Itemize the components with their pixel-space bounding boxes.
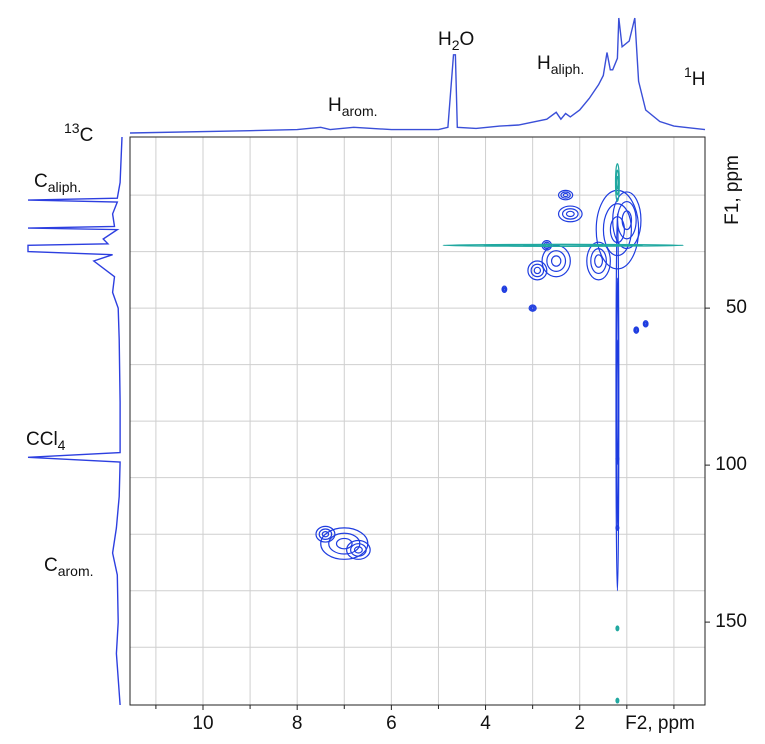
carbon-spectrum	[27, 136, 123, 706]
contour-peak	[529, 305, 536, 311]
contour-peak	[528, 304, 537, 312]
x-tick-label: 6	[386, 713, 397, 734]
contour-peak	[321, 531, 330, 538]
contour-peak	[616, 457, 619, 461]
contour-peak	[546, 250, 567, 272]
contour-peak	[315, 525, 336, 543]
contour-peak	[614, 163, 620, 202]
proton-spectrum	[129, 17, 706, 134]
annotation: 13C	[64, 120, 93, 146]
contour-peak	[616, 339, 619, 466]
x-tick-label: 8	[292, 713, 303, 734]
annotation: Carom.	[44, 555, 94, 579]
contour-peak	[602, 203, 632, 257]
plot-border	[129, 136, 706, 706]
contour-peak	[560, 191, 571, 199]
contour-peak	[527, 260, 548, 281]
contour-peak	[586, 241, 611, 281]
annotation: Caliph.	[34, 171, 81, 195]
contour-peak	[562, 192, 569, 198]
x-tick-label: 4	[480, 713, 491, 734]
annotation: Harom.	[328, 95, 378, 119]
contour-peak	[530, 263, 545, 278]
contour-peak	[634, 327, 639, 333]
contour-peak	[502, 286, 507, 292]
contour-peak	[616, 175, 619, 190]
x-tick-label: 10	[192, 713, 213, 734]
y-axis-label: F1, ppm	[722, 155, 743, 225]
contour-peak	[642, 320, 649, 328]
contour-peak	[543, 241, 551, 250]
annotation: H2O	[438, 29, 474, 53]
y-tick-label: 100	[715, 454, 747, 475]
contour-peak	[616, 626, 619, 630]
contour-peak	[621, 210, 633, 231]
contour-peak	[541, 240, 553, 251]
contour-peak	[590, 247, 607, 275]
contour-peak	[353, 546, 363, 554]
contour-peak	[616, 526, 619, 530]
contour-peak	[530, 306, 535, 310]
contour-peak	[533, 266, 542, 275]
contour-peak	[634, 328, 638, 332]
contour-peak	[643, 321, 648, 327]
contour-peak	[644, 322, 648, 326]
contour-peak	[557, 189, 574, 201]
contour-peak	[565, 210, 575, 218]
annotation: CCl4	[26, 429, 66, 453]
x-tick-label: 2	[574, 713, 585, 734]
contour-peak	[557, 205, 583, 223]
contour-peak	[318, 528, 333, 540]
annotation: Haliph.	[537, 53, 584, 77]
contour-peak	[346, 539, 371, 560]
contour-peak	[550, 255, 562, 267]
contour-peak	[616, 699, 619, 703]
contour-peak	[541, 244, 571, 278]
contour-peak	[350, 543, 367, 557]
y-tick-label: 50	[726, 297, 747, 318]
contour-peak	[594, 254, 604, 268]
contour-peak	[595, 189, 640, 270]
contour-peak	[335, 537, 353, 550]
y-tick-label: 150	[715, 611, 747, 632]
contour-peak	[544, 243, 549, 248]
annotation: 1H	[684, 64, 706, 90]
x-axis-label: F2, ppm	[625, 713, 695, 734]
contour-peak	[502, 287, 506, 291]
contour-peak	[633, 326, 640, 334]
contour-peak	[523, 243, 604, 247]
contour-peak	[612, 191, 642, 250]
contour-peak	[501, 285, 508, 294]
contour-peak	[561, 208, 579, 220]
